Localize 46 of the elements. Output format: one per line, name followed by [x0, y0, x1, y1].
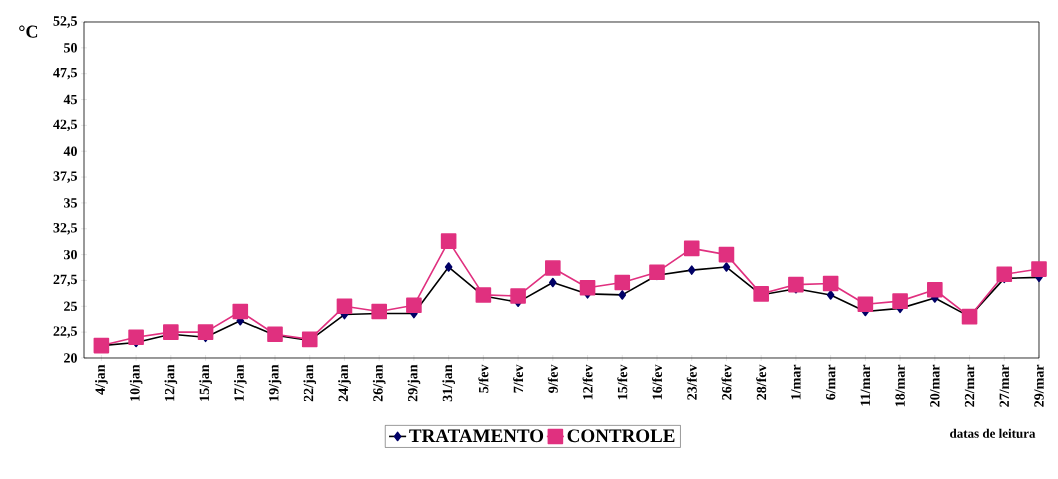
x-tick-label: 10/jan: [129, 364, 143, 401]
x-tick-label: 26/jan: [372, 364, 386, 402]
y-tick-label: 30: [64, 249, 77, 260]
x-tick-label: 29/mar: [1034, 364, 1044, 407]
y-tick-label: 37,5: [53, 171, 77, 183]
x-tick-label: 4/jan: [95, 364, 108, 395]
x-tick-label: 7/fev: [513, 364, 524, 393]
x-tick-label: 26/fev: [721, 364, 732, 400]
x-axis-title: datas de leitura: [950, 428, 1036, 438]
x-tick-label: 15/jan: [199, 364, 212, 401]
x-tick-label: 16/fev: [652, 364, 662, 400]
x-tick-label: 28/fev: [756, 364, 767, 400]
x-tick-label: 11/mar: [860, 364, 871, 406]
x-tick-label: 15/fev: [617, 364, 628, 400]
x-tick-label: 17/jan: [233, 364, 247, 401]
x-tick-label: 29/jan: [407, 364, 421, 402]
y-tick-label: 45: [63, 94, 77, 105]
x-tick-label: 22/mar: [964, 364, 975, 407]
x-tick-label: 19/jan: [268, 364, 282, 401]
x-tick-label: 18/mar: [895, 364, 905, 407]
x-tick-label: 31/jan: [442, 364, 455, 402]
legend-label: TRATAMENTO: [409, 429, 544, 443]
y-tick-label: 32,5: [53, 223, 77, 235]
y-tick-label: 27,5: [53, 274, 77, 287]
x-tick-label: 24/jan: [338, 364, 351, 402]
legend-label: CONTROLE: [567, 429, 675, 443]
x-tick-label: 5/fev: [478, 364, 489, 393]
y-tick-label: 42,5: [53, 119, 77, 132]
x-tick-label: 22/jan: [303, 364, 317, 402]
y-tick-label: 20: [64, 353, 77, 363]
y-axis-title: °C: [19, 25, 38, 38]
y-tick-label: 35: [64, 198, 77, 208]
y-tick-label: 22,5: [53, 326, 77, 338]
y-tick-label: 47,5: [53, 67, 77, 80]
x-tick-label: 27/mar: [999, 364, 1009, 407]
y-tick-label: 40: [63, 146, 77, 156]
y-tick-label: 52,5: [53, 16, 77, 28]
x-tick-label: 6/mar: [825, 364, 836, 400]
x-tick-label: 23/fev: [686, 364, 697, 400]
x-tick-label: 12/jan: [164, 364, 178, 401]
x-tick-label: 1/mar: [791, 364, 801, 400]
x-tick-label: 20/mar: [930, 364, 940, 407]
y-tick-label: 50: [64, 43, 77, 53]
y-tick-label: 25: [64, 301, 77, 311]
x-tick-label: 12/fev: [582, 364, 593, 400]
x-tick-label: 9/fev: [547, 364, 558, 393]
